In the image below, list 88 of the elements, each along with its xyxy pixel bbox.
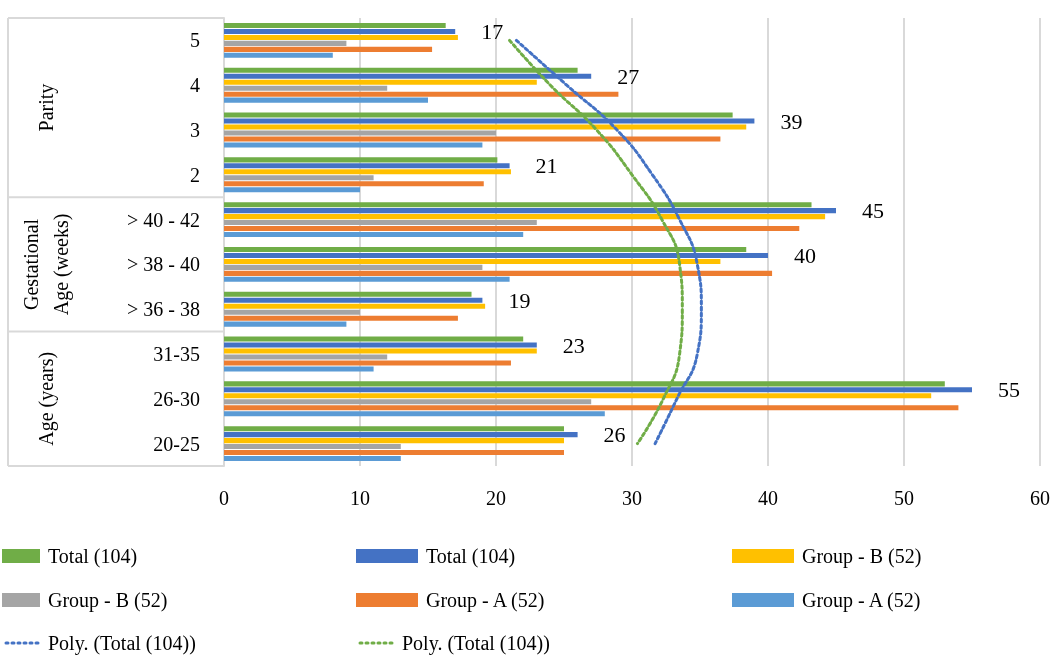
bar [224, 136, 721, 142]
text: Parity [35, 83, 58, 132]
text: Age (years) [35, 351, 58, 446]
data-label: 39 [780, 108, 803, 134]
bar [224, 438, 564, 444]
bar [224, 175, 374, 181]
y-tick-label: 4 [190, 74, 200, 97]
bar [224, 52, 333, 58]
y-tick-label: 26-30 [153, 387, 200, 410]
y-tick-label: > 36 - 38 [127, 298, 200, 321]
x-tick-label: 40 [758, 487, 778, 509]
bar [224, 432, 578, 438]
text: Gestational Age (weeks) [20, 213, 73, 316]
bar [224, 309, 360, 315]
bar [224, 163, 510, 169]
data-label: 21 [535, 153, 558, 179]
legend-label: Group - B (52) [802, 545, 922, 568]
bar [224, 220, 537, 226]
bar [224, 276, 510, 282]
bar [224, 79, 537, 85]
bar [224, 291, 472, 297]
bar [224, 226, 800, 232]
data-label: 17 [481, 18, 504, 44]
bar [224, 130, 496, 136]
bar [224, 315, 458, 321]
bar [224, 91, 619, 97]
data-label: 19 [508, 287, 531, 313]
y-tick-label: > 38 - 40 [127, 253, 200, 276]
data-label: 27 [617, 63, 640, 89]
bar [224, 399, 592, 405]
legend-label: Total (104) [426, 545, 516, 568]
bar [224, 456, 401, 462]
bar [224, 46, 433, 52]
bar [224, 342, 537, 348]
bar [224, 258, 721, 264]
bar [224, 85, 388, 91]
x-tick-label: 60 [1030, 487, 1050, 509]
bar [224, 124, 747, 130]
data-label: 40 [794, 242, 816, 268]
data-label: 45 [862, 198, 884, 224]
bar [224, 297, 483, 303]
bar [224, 354, 388, 360]
bar [224, 157, 498, 163]
bar [224, 34, 458, 40]
bar [224, 28, 456, 34]
bar [224, 405, 959, 411]
bar [224, 22, 446, 28]
x-tick-label: 30 [622, 487, 642, 509]
data-label: 55 [998, 377, 1020, 403]
legend-label: Group - A (52) [426, 589, 545, 612]
data-label: 23 [562, 332, 585, 358]
bar [224, 336, 524, 342]
legend-label: Group - A (52) [802, 589, 921, 612]
legend-label: Poly. (Total (104)) [48, 632, 196, 655]
bar [224, 187, 360, 193]
y-tick-label: 3 [190, 119, 200, 141]
y-tick-label: 31-35 [153, 343, 200, 365]
y-tick-label: 5 [190, 29, 200, 52]
bar [224, 214, 826, 220]
y-tick-label: 20-25 [153, 432, 200, 455]
bar [224, 348, 537, 354]
y-tick-label: 2 [190, 163, 200, 186]
data-label: 26 [603, 422, 626, 448]
bar [224, 411, 605, 417]
bar [224, 181, 484, 187]
bar [224, 40, 347, 46]
bar [224, 303, 486, 309]
bar [224, 444, 401, 450]
bar [224, 232, 524, 238]
bar [224, 366, 374, 372]
bar [224, 169, 511, 175]
bar [224, 393, 932, 399]
legend-label: Group - B (52) [48, 589, 168, 612]
x-tick-label: 10 [350, 487, 370, 509]
x-tick-label: 0 [219, 487, 229, 509]
bar [224, 264, 483, 270]
bar [224, 270, 773, 276]
x-tick-label: 50 [894, 487, 914, 509]
legend-label: Total (104) [48, 545, 138, 568]
bar [224, 321, 347, 327]
x-tick-label: 20 [486, 487, 506, 509]
y-tick-label: > 40 - 42 [127, 208, 200, 231]
bar [224, 97, 428, 103]
bar [224, 426, 564, 432]
bar [224, 142, 483, 148]
legend-label: Poly. (Total (104)) [402, 632, 550, 655]
bar [224, 360, 511, 366]
bar [224, 450, 564, 456]
